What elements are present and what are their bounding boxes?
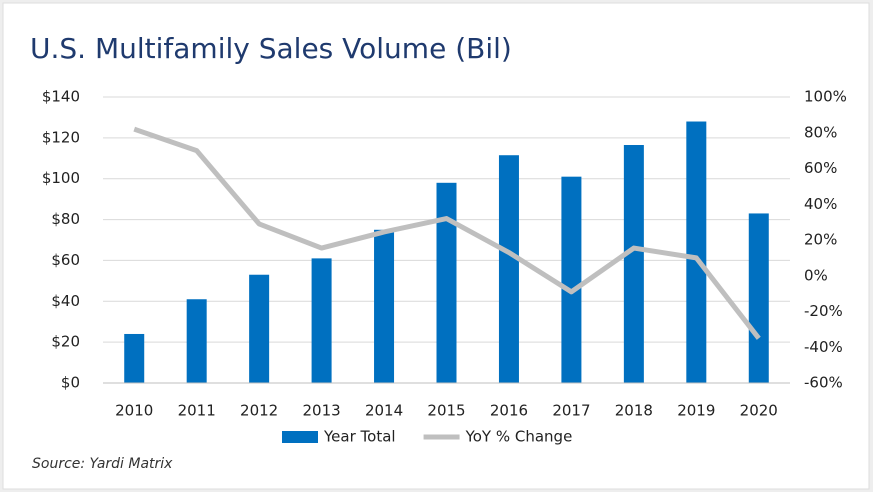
x-tick-label: 2018	[615, 402, 653, 420]
bar	[124, 333, 145, 383]
x-tick-label: 2019	[677, 402, 715, 420]
y-tick-label: $140	[42, 88, 80, 106]
y2-tick-label: 0%	[804, 266, 828, 284]
x-tick-label: 2013	[302, 402, 340, 420]
y2-tick-label: 40%	[804, 195, 837, 213]
x-tick-label: 2010	[115, 402, 153, 420]
y-tick-label: $60	[51, 251, 80, 269]
bar	[186, 299, 207, 383]
y-tick-label: $120	[42, 128, 80, 146]
y-tick-label: $20	[51, 333, 80, 351]
y-tick-label: $0	[61, 374, 80, 392]
y2-tick-label: 80%	[804, 123, 837, 141]
x-tick-label: 2017	[552, 402, 590, 420]
chart-title: U.S. Multifamily Sales Volume (Bil)	[30, 32, 512, 65]
y2-tick-label: -20%	[804, 302, 843, 320]
bar	[436, 182, 457, 383]
y2-tick-label: 20%	[804, 231, 837, 249]
bar	[374, 229, 395, 383]
legend-label: YoY % Change	[465, 428, 573, 446]
x-tick-label: 2011	[178, 402, 216, 420]
legend-swatch	[282, 431, 318, 443]
legend-label: Year Total	[323, 428, 396, 446]
bar	[623, 145, 644, 383]
x-tick-label: 2014	[365, 402, 403, 420]
bar	[748, 213, 769, 383]
y2-tick-label: 100%	[804, 88, 847, 106]
x-tick-label: 2016	[490, 402, 528, 420]
y2-tick-label: -40%	[804, 338, 843, 356]
line	[133, 126, 761, 340]
bar	[561, 176, 582, 383]
bar	[498, 155, 519, 383]
y2-tick-label: 60%	[804, 159, 837, 177]
y-tick-label: $40	[51, 292, 80, 310]
source: Source: Yardi Matrix	[32, 456, 173, 472]
bar	[311, 258, 332, 383]
y-tick-label: $100	[42, 169, 80, 187]
x-tick-label: 2020	[740, 402, 778, 420]
y2-tick-label: -60%	[804, 374, 843, 392]
y-tick-label: $80	[51, 210, 80, 228]
x-tick-label: 2012	[240, 402, 278, 420]
bar	[249, 274, 270, 383]
bar	[686, 121, 707, 383]
x-tick-label: 2015	[427, 402, 465, 420]
